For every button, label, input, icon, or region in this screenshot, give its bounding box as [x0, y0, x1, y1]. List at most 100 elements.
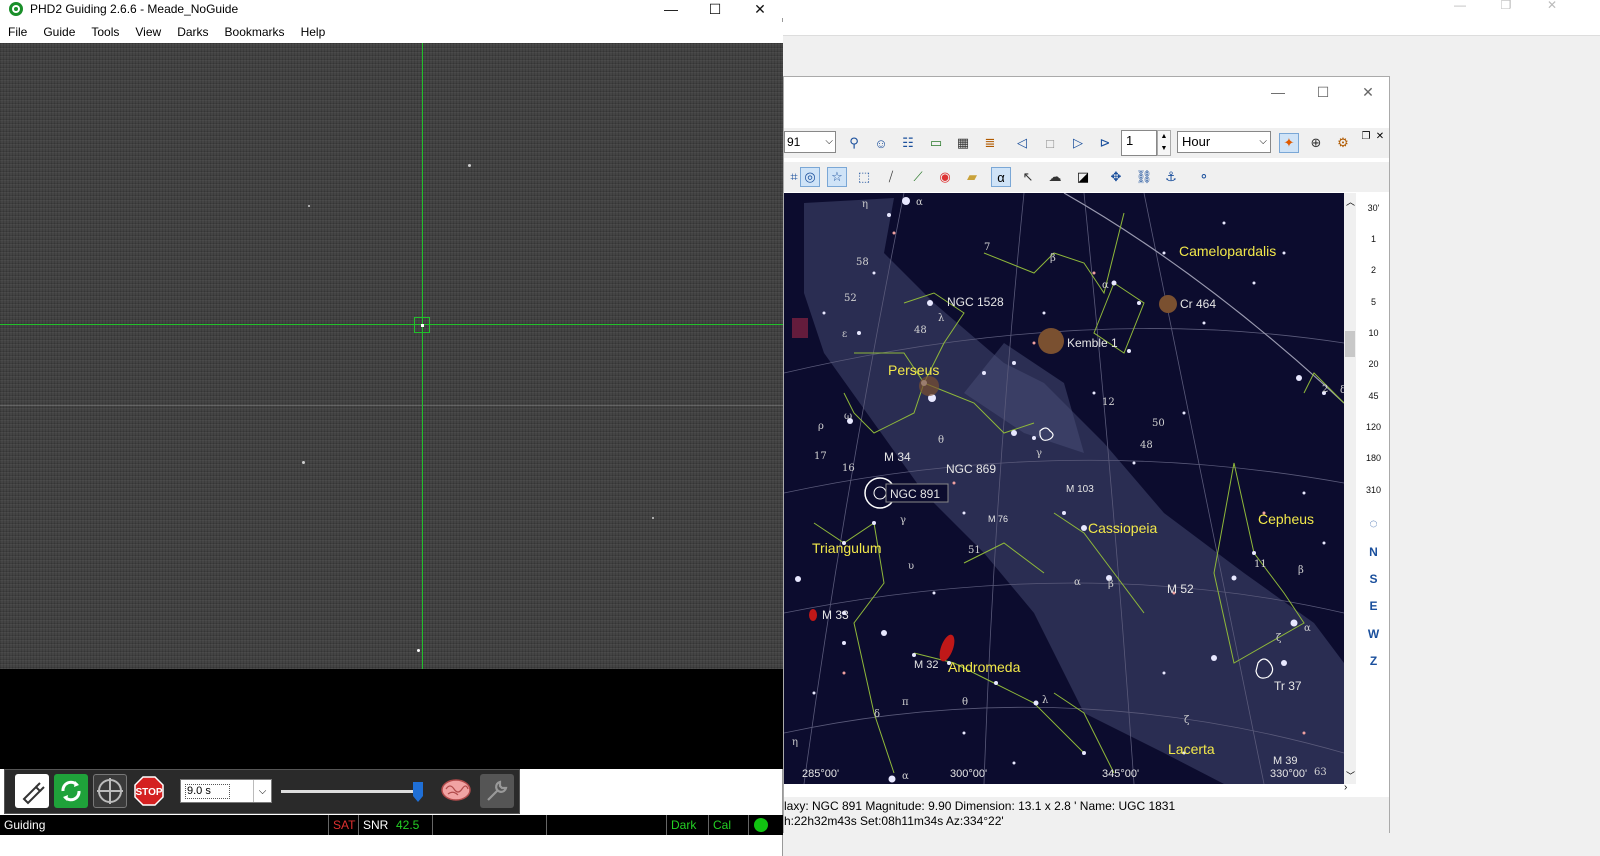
advanced-tools-button[interactable]: [480, 774, 514, 808]
settings-list-icon[interactable]: ≣: [984, 135, 996, 150]
fov-180[interactable]: 180: [1365, 453, 1382, 463]
phd2-minimize-button[interactable]: —: [664, 1, 678, 17]
fast-forward-icon[interactable]: ⊳: [1099, 135, 1111, 150]
fov-45[interactable]: 45: [1368, 391, 1379, 401]
object-select[interactable]: 91 ⌵: [784, 131, 836, 153]
menu-view[interactable]: View: [135, 25, 162, 39]
sky-chart-canvas[interactable]: Camelopardalis Perseus Cassiopeia Cepheu…: [784, 193, 1344, 784]
move-icon[interactable]: ✥: [1110, 169, 1122, 184]
scroll-thumb[interactable]: [1345, 331, 1355, 357]
time-step-input[interactable]: 1: [1121, 130, 1157, 156]
fov-10[interactable]: 10: [1368, 328, 1379, 338]
fov-1[interactable]: 1: [1370, 234, 1376, 244]
fov-120[interactable]: 120: [1365, 422, 1382, 432]
contrast-icon[interactable]: ◪: [1076, 169, 1090, 184]
skychart-maximize-button[interactable]: ☐: [1316, 83, 1330, 100]
scroll-right-arrow[interactable]: ›: [1344, 782, 1348, 793]
phd2-window: PHD2 Guiding 2.6.6 - Meade_NoGuide — ☐ ✕…: [0, 0, 783, 856]
alpha-label-icon[interactable]: α: [991, 167, 1011, 187]
skychart-minimize-button[interactable]: —: [1271, 84, 1285, 100]
skychart-close-button[interactable]: ✕: [1362, 83, 1374, 100]
anchor-icon[interactable]: ⚓: [1165, 169, 1177, 184]
guide-button[interactable]: [93, 774, 127, 808]
phd2-maximize-button[interactable]: ☐: [708, 0, 722, 17]
svg-text:50: 50: [1152, 418, 1165, 429]
step-forward-icon[interactable]: ▷: [1073, 135, 1083, 150]
scroll-up-arrow[interactable]: ︿: [1346, 197, 1356, 207]
scroll-down-arrow[interactable]: ﹀: [1346, 771, 1356, 781]
svg-text:δ: δ: [874, 709, 880, 720]
telescope-icon[interactable]: ✦: [1279, 133, 1299, 153]
ruler-icon[interactable]: ▰: [967, 169, 977, 184]
fov-20[interactable]: 20: [1368, 359, 1379, 369]
svg-text:λ: λ: [938, 313, 945, 324]
phd2-close-button[interactable]: ✕: [754, 0, 766, 17]
tools-icon[interactable]: ⚙: [1337, 135, 1349, 150]
sky-horizontal-scrollbar[interactable]: ›: [784, 782, 1356, 796]
constellation-icon[interactable]: ☆: [827, 167, 847, 187]
close-child-icon[interactable]: ✕: [1375, 130, 1385, 142]
time-step-spinner[interactable]: ▲ ▼: [1157, 130, 1171, 156]
direction-east[interactable]: E: [1369, 599, 1378, 613]
galaxy-icon[interactable]: ☁: [1048, 169, 1062, 184]
brain-settings-button[interactable]: [439, 774, 473, 808]
binoculars-icon[interactable]: ⚲: [849, 135, 859, 150]
fov-310[interactable]: 310: [1365, 485, 1382, 495]
horizon-icon[interactable]: ▭: [929, 135, 943, 150]
svg-text:58: 58: [856, 257, 869, 268]
svg-text:β: β: [1108, 579, 1114, 590]
bg-restore-button[interactable]: ❐: [1500, 0, 1512, 12]
fov-2[interactable]: 2: [1370, 265, 1376, 275]
object-select-value: 91: [787, 135, 801, 149]
stop-animation-icon[interactable]: □: [1046, 135, 1054, 151]
direction-south[interactable]: S: [1369, 572, 1378, 586]
stop-button[interactable]: STOP: [132, 774, 166, 808]
svg-text:β: β: [1298, 565, 1304, 576]
bg-close-button[interactable]: ✕: [1546, 0, 1558, 12]
slider-thumb[interactable]: [413, 782, 423, 802]
planets-icon[interactable]: ⚬: [1198, 169, 1210, 184]
direction-north[interactable]: N: [1369, 545, 1378, 559]
svg-text:ρ: ρ: [818, 421, 824, 432]
time-unit-select[interactable]: Hour ⌵: [1177, 131, 1271, 153]
fov-30min[interactable]: 30': [1367, 203, 1380, 213]
svg-text:α: α: [902, 771, 909, 782]
bg-minimize-button[interactable]: —: [1454, 0, 1466, 12]
boundary-icon[interactable]: ⬚: [857, 169, 871, 184]
crosshair-icon[interactable]: ⊕: [1310, 135, 1322, 150]
cr464-cluster: [1159, 295, 1177, 313]
direction-west[interactable]: W: [1367, 627, 1380, 641]
tr37-nebula: [1255, 658, 1274, 679]
menu-help[interactable]: Help: [300, 25, 326, 39]
menu-guide[interactable]: Guide: [43, 25, 76, 39]
exposure-duration-select[interactable]: 9.0 s ⌵: [180, 779, 272, 803]
restore-child-icon[interactable]: ❐: [1361, 130, 1371, 142]
observer-icon[interactable]: ☺: [874, 135, 888, 151]
nebula-outline: [1039, 427, 1054, 441]
target-circle-icon[interactable]: ◉: [939, 169, 951, 184]
menu-bookmarks[interactable]: Bookmarks: [224, 25, 285, 39]
connect-equipment-button[interactable]: [15, 774, 49, 808]
svg-text:52: 52: [844, 293, 857, 304]
sky-vertical-scrollbar[interactable]: ︿ ﹀: [1344, 193, 1356, 784]
guide-star-box[interactable]: [414, 317, 430, 333]
menu-file[interactable]: File: [8, 25, 28, 39]
fov-5[interactable]: 5: [1370, 297, 1376, 307]
step-back-icon[interactable]: ◁: [1017, 135, 1027, 150]
label-cursor-icon[interactable]: ↖: [1022, 169, 1034, 184]
compass-icon[interactable]: ◎: [800, 167, 820, 187]
direction-zenith[interactable]: Z: [1369, 654, 1378, 668]
grid-icon[interactable]: ⌗: [790, 169, 798, 184]
menu-darks[interactable]: Darks: [177, 25, 209, 39]
list-icon[interactable]: ☷: [902, 135, 914, 150]
projection-icon[interactable]: ◌: [1369, 515, 1378, 531]
menu-tools[interactable]: Tools: [91, 25, 120, 39]
gamma-slider[interactable]: [277, 778, 429, 806]
loop-button[interactable]: [54, 774, 88, 808]
camera-image-view[interactable]: [0, 43, 783, 669]
link-icon[interactable]: ⛓: [1135, 169, 1153, 184]
svg-text:63: 63: [1314, 767, 1327, 778]
milkyway-icon[interactable]: ⧸: [888, 169, 894, 184]
calendar-icon[interactable]: ▦: [956, 135, 970, 150]
lines-icon[interactable]: ⟋: [913, 169, 923, 184]
